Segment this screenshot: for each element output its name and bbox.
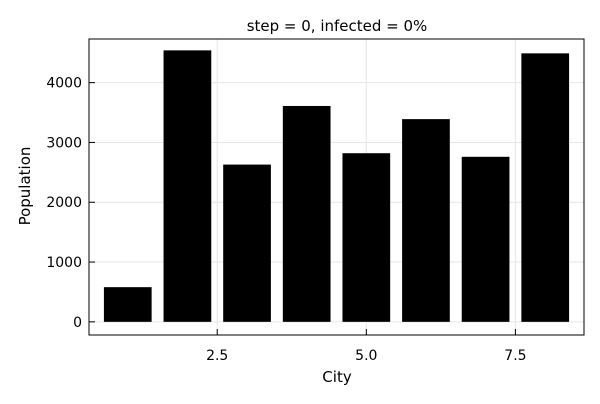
bars xyxy=(103,50,570,322)
chart-title: step = 0, infected = 0% xyxy=(247,17,428,35)
axis-ticks: 0 1000 2000 3000 4000 2.5 5.0 7.5 xyxy=(46,76,526,364)
y-tick-label-2: 2000 xyxy=(46,195,82,211)
y-axis-label: Population xyxy=(16,147,34,226)
bar-city-5 xyxy=(342,153,391,322)
bar-city-3 xyxy=(223,164,271,322)
bar-city-4 xyxy=(282,105,331,322)
bar-city-7 xyxy=(461,156,510,322)
y-tick-label-0: 0 xyxy=(73,315,82,331)
grid-lines xyxy=(89,39,584,335)
bar-city-2 xyxy=(163,50,212,322)
x-tick-label-1: 5.0 xyxy=(355,348,377,364)
y-tick-label-3: 3000 xyxy=(46,135,82,151)
x-tick-label-0: 2.5 xyxy=(206,348,228,364)
plot-frame xyxy=(88,38,585,336)
x-axis-label: City xyxy=(322,368,352,386)
x-tick-label-2: 7.5 xyxy=(504,348,526,364)
bar-city-1 xyxy=(103,287,152,322)
bar-city-8 xyxy=(521,53,570,322)
y-tick-label-1: 1000 xyxy=(46,255,82,271)
bar-city-6 xyxy=(402,119,450,322)
y-tick-label-4: 4000 xyxy=(46,76,82,92)
